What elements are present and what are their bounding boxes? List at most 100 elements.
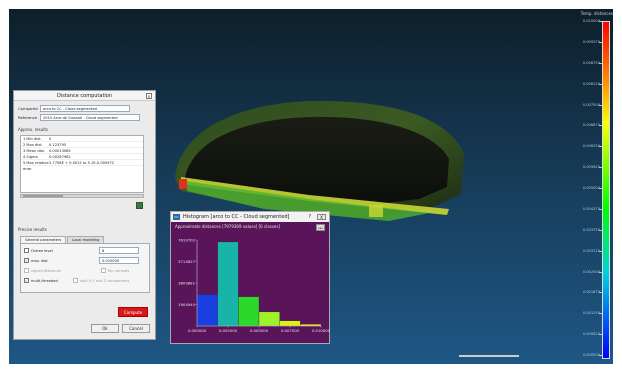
stat-value: 0.123795 [49, 143, 67, 147]
stat-name: 3 Mean dist. [23, 149, 46, 153]
histogram-chart[interactable]: 7619702 5714827 3809881 1904940 0.000000 0.00… [171, 232, 331, 345]
stat-value: 0.00013065 [49, 149, 71, 153]
scale-label: 0.009375 [582, 39, 600, 44]
histogram-bar [196, 294, 218, 327]
export-csv-icon[interactable]: csv [316, 224, 325, 231]
ok-button[interactable]: Ok [91, 324, 119, 333]
max-dist-label: max. dist [31, 258, 48, 263]
histogram-bar [279, 320, 301, 327]
compute-button[interactable]: Compute [118, 307, 148, 317]
octree-level-label: Octree level [31, 248, 53, 253]
x-tick-label: 0.002500 [219, 328, 238, 333]
stat-value: 2.7708E + 0.0012 to 5.1E-0.000972 [49, 161, 115, 165]
scale-tick [599, 83, 602, 85]
scale-label: 0.003750 [582, 227, 600, 232]
scale-tick [599, 292, 602, 294]
signed-distances-label: signed distances [31, 268, 62, 273]
scale-tick [599, 104, 602, 106]
stat-name: 5 Max relative error [23, 161, 49, 171]
scale-label: 0.000000 [582, 353, 600, 357]
dialog-title-text: Distance computation [56, 93, 113, 99]
octree-level-checkbox[interactable] [24, 248, 29, 253]
stat-value: 0 [49, 137, 52, 141]
histogram-bar [217, 241, 239, 327]
color-scale-bar [602, 21, 610, 359]
distance-computation-dialog: Distance computation × Compared arco to … [13, 90, 156, 340]
general-parameters-pane: Octree level 8 ✓ max. dist 0.010000 sign… [20, 243, 150, 293]
compared-label: Compared [18, 105, 38, 111]
cancel-button[interactable]: Cancel [122, 324, 150, 333]
x-tick-label: 0.007500 [281, 328, 300, 333]
scale-label: 0.008750 [582, 60, 600, 65]
split-components-row: split X,Y and Z components [73, 278, 129, 283]
scale-tick [599, 21, 602, 22]
scale-label: 0.003125 [582, 248, 600, 253]
scale-label: 0.010000 [582, 19, 600, 23]
y-tick-label: 1904940 [178, 302, 195, 307]
histogram-bar [258, 311, 280, 327]
scale-tick [599, 41, 602, 43]
stat-name: 2 Max dist. [23, 143, 43, 147]
max-dist-field[interactable]: 0.010000 [99, 257, 139, 264]
x-tick-label: 0.000000 [188, 328, 207, 333]
stat-name: 4 Sigma [23, 155, 38, 159]
app-icon: CC [173, 214, 180, 220]
octree-level-field[interactable]: 8 [99, 247, 139, 254]
scale-bar [459, 355, 519, 357]
tab-local-modeling[interactable]: Local modeling [67, 236, 105, 243]
stats-table[interactable]: 1 Min dist. 0 2 Max dist. 0.123795 3 Mea… [20, 135, 144, 193]
reference-label: Reference [18, 114, 38, 120]
scale-label: 0.006250 [582, 144, 600, 149]
export-spreadsheet-icon[interactable] [136, 202, 143, 209]
precise-results-title: Precise results [18, 227, 47, 232]
scale-tick [599, 146, 602, 148]
horizontal-scrollbar[interactable] [20, 194, 144, 198]
scale-tick [599, 229, 602, 231]
dialog-title: Distance computation × [14, 91, 155, 101]
scale-tick [599, 313, 602, 315]
scale-label: 0.004375 [582, 206, 600, 211]
x-tick-label: 0.010000 [312, 328, 331, 333]
scale-title: Temp. distances [580, 11, 613, 16]
multithreaded-label: multi-threaded [31, 278, 58, 283]
scrollbar-thumb[interactable] [23, 195, 63, 197]
y-tick-label: 5714827 [178, 259, 195, 264]
reference-row: Reference 2015 Arco de Gudarol - Cloud s… [18, 113, 140, 121]
compared-row: Compared arco to CC - Cloud segmented [18, 104, 130, 112]
table-row: 2 Max dist. 0.123795 [21, 142, 143, 148]
flip-normals-label: flip normals [108, 268, 130, 273]
scale-label: 0.002500 [582, 269, 600, 274]
scale-tick [599, 62, 602, 64]
tab-general-parameters[interactable]: General parameters [20, 236, 67, 243]
y-tick-label: 3809881 [178, 280, 195, 285]
table-row: 3 Mean dist. 0.00013065 [21, 148, 143, 154]
scale-tick [599, 250, 602, 252]
scale-tick [599, 188, 602, 189]
table-row: 1 Min dist. 0 [21, 136, 143, 142]
scale-tick [599, 208, 602, 210]
table-row: 5 Max relative error 2.7708E + 0.0012 to… [21, 160, 143, 171]
flip-normals-checkbox[interactable] [101, 268, 106, 273]
compared-field[interactable]: arco to CC - Cloud segmented [40, 104, 130, 112]
split-components-checkbox[interactable] [73, 278, 78, 283]
close-icon[interactable]: X [317, 214, 326, 220]
multithreaded-checkbox[interactable]: ✓ [24, 278, 29, 283]
multithreaded-row: ✓ multi-threaded [24, 278, 58, 283]
scale-tick [599, 271, 602, 273]
help-icon[interactable]: ? [308, 214, 311, 220]
signed-distances-checkbox[interactable] [24, 268, 29, 273]
scale-tick [599, 167, 602, 169]
histogram-title-bar: CC Histogram [arco to CC - Cloud segment… [171, 212, 329, 222]
signed-distances-row: signed distances [24, 268, 61, 273]
scale-tick [599, 334, 602, 336]
close-icon[interactable]: × [146, 93, 152, 99]
max-dist-row: ✓ max. dist [24, 258, 48, 263]
stat-name: 1 Min dist. [23, 137, 42, 141]
reference-field[interactable]: 2015 Arco de Gudarol - Cloud segmented [40, 113, 140, 121]
max-dist-checkbox[interactable]: ✓ [24, 258, 29, 263]
x-tick-label: 0.005000 [250, 328, 269, 333]
point-cloud-render[interactable] [9, 9, 613, 364]
flip-normals-row: flip normals [101, 268, 129, 273]
split-components-label: split X,Y and Z components [80, 278, 130, 283]
scale-label: 0.005625 [582, 165, 600, 170]
